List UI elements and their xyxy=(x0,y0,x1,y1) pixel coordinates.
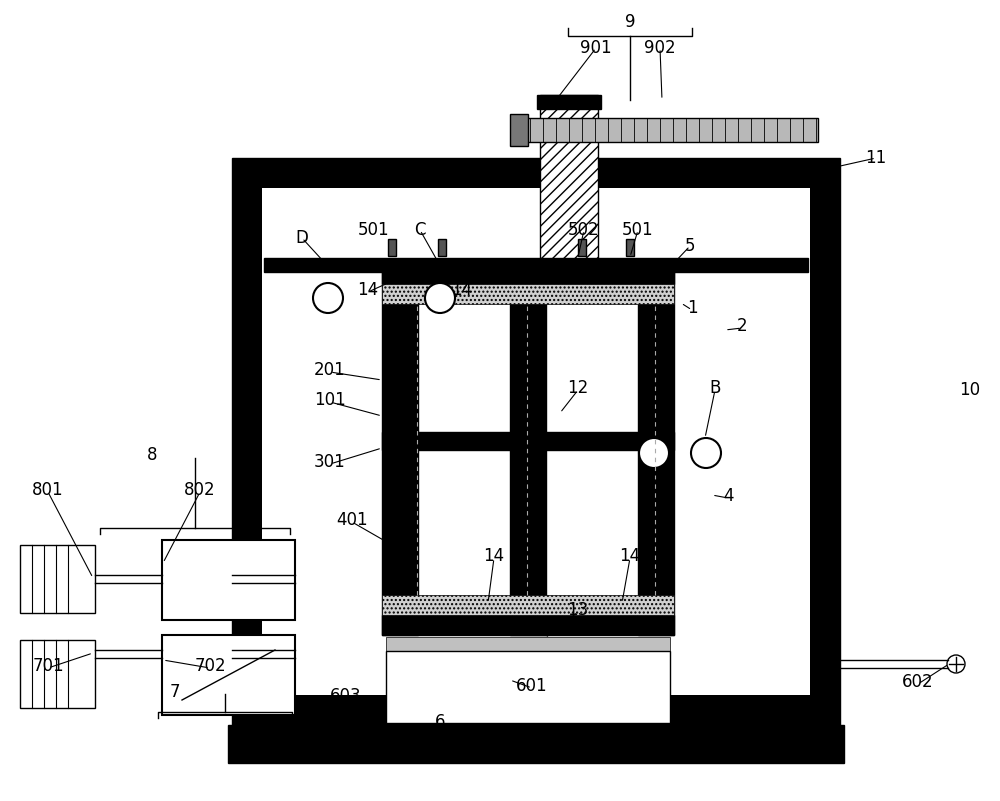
Bar xyxy=(400,651,409,658)
Bar xyxy=(537,95,601,109)
Text: 7: 7 xyxy=(170,683,180,701)
Bar xyxy=(438,239,446,256)
Bar xyxy=(386,651,670,723)
Bar xyxy=(660,651,669,658)
Text: 701: 701 xyxy=(32,657,64,675)
Text: 6: 6 xyxy=(435,713,445,731)
Text: 702: 702 xyxy=(194,657,226,675)
Text: 3: 3 xyxy=(663,469,673,487)
Bar xyxy=(262,188,810,695)
Text: 14: 14 xyxy=(483,547,505,565)
Bar xyxy=(540,651,549,658)
Bar xyxy=(520,651,529,658)
Circle shape xyxy=(947,655,965,673)
Text: 5: 5 xyxy=(685,237,695,255)
Bar xyxy=(510,262,546,635)
Bar xyxy=(620,651,629,658)
Text: 12: 12 xyxy=(567,379,589,397)
Circle shape xyxy=(313,283,343,313)
Bar xyxy=(626,239,634,256)
Text: 902: 902 xyxy=(644,39,676,57)
Bar xyxy=(20,640,95,708)
Bar xyxy=(232,158,840,725)
Text: 601: 601 xyxy=(516,677,548,695)
Text: 201: 201 xyxy=(314,361,346,379)
Bar xyxy=(638,262,674,635)
Text: 401: 401 xyxy=(336,511,368,529)
Text: 1: 1 xyxy=(687,299,697,317)
Text: 8: 8 xyxy=(147,446,157,464)
Text: 14: 14 xyxy=(357,281,379,299)
Text: 502: 502 xyxy=(568,221,600,239)
Text: 10: 10 xyxy=(959,381,981,399)
Bar xyxy=(382,432,674,450)
Bar xyxy=(480,651,489,658)
Bar xyxy=(382,284,674,304)
Text: 9: 9 xyxy=(625,13,635,31)
Text: 603: 603 xyxy=(330,687,362,705)
Bar xyxy=(382,262,674,284)
Bar xyxy=(162,540,295,620)
Circle shape xyxy=(639,438,669,468)
Text: 2: 2 xyxy=(737,317,747,335)
Circle shape xyxy=(425,283,455,313)
Bar xyxy=(228,725,844,763)
Text: 101: 101 xyxy=(314,391,346,409)
Text: D: D xyxy=(296,229,308,247)
Bar xyxy=(560,651,569,658)
Text: 501: 501 xyxy=(622,221,654,239)
Bar xyxy=(600,651,609,658)
Bar xyxy=(510,114,528,146)
Bar xyxy=(420,651,429,658)
Text: 301: 301 xyxy=(314,453,346,471)
Bar xyxy=(578,239,586,256)
Text: C: C xyxy=(414,221,426,239)
Bar xyxy=(540,95,598,262)
Bar xyxy=(382,595,674,615)
Bar xyxy=(580,651,589,658)
Bar xyxy=(440,651,449,658)
Bar xyxy=(500,651,509,658)
Bar xyxy=(460,651,469,658)
Bar xyxy=(388,239,396,256)
Bar xyxy=(382,262,418,635)
Text: B: B xyxy=(709,379,721,397)
Text: 801: 801 xyxy=(32,481,64,499)
Bar xyxy=(382,615,674,635)
Text: 4: 4 xyxy=(723,487,733,505)
Text: 802: 802 xyxy=(184,481,216,499)
Bar xyxy=(386,637,670,651)
Text: 14: 14 xyxy=(619,547,641,565)
Text: 13: 13 xyxy=(567,601,589,619)
Bar xyxy=(264,258,808,272)
Bar xyxy=(162,635,295,715)
Bar xyxy=(640,651,649,658)
Bar xyxy=(522,118,818,142)
Text: 11: 11 xyxy=(865,149,887,167)
Text: A: A xyxy=(644,379,656,397)
Circle shape xyxy=(691,438,721,468)
Text: 901: 901 xyxy=(580,39,612,57)
Text: 501: 501 xyxy=(358,221,390,239)
Text: 602: 602 xyxy=(902,673,934,691)
Bar xyxy=(20,545,95,613)
Text: 14: 14 xyxy=(451,281,473,299)
